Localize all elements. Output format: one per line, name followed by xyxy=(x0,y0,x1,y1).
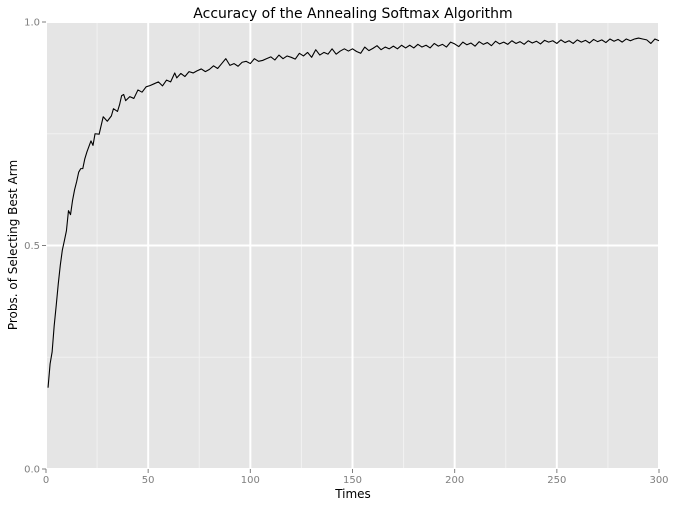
x-tick-label: 300 xyxy=(649,475,668,486)
x-tick-label: 250 xyxy=(547,475,566,486)
x-tick-label: 50 xyxy=(142,475,155,486)
chart-title: Accuracy of the Annealing Softmax Algori… xyxy=(193,6,512,22)
x-tick-label: 100 xyxy=(241,475,260,486)
x-axis-title: Times xyxy=(334,487,371,501)
y-tick-label: 0.0 xyxy=(24,465,40,476)
x-tick-label: 200 xyxy=(445,475,464,486)
x-tick-label: 150 xyxy=(343,475,362,486)
series-layer xyxy=(47,37,660,388)
y-axis-ticks: 0.0 0.5 1.0 xyxy=(24,18,46,476)
y-tick-label: 1.0 xyxy=(24,18,40,29)
x-axis-ticks: 0 50 100 150 200 250 300 xyxy=(43,469,669,486)
y-tick-label: 0.5 xyxy=(24,241,40,252)
y-axis-title: Probs. of Selecting Best Arm xyxy=(6,160,20,330)
x-tick-label: 0 xyxy=(43,475,49,486)
series-line xyxy=(47,37,660,388)
